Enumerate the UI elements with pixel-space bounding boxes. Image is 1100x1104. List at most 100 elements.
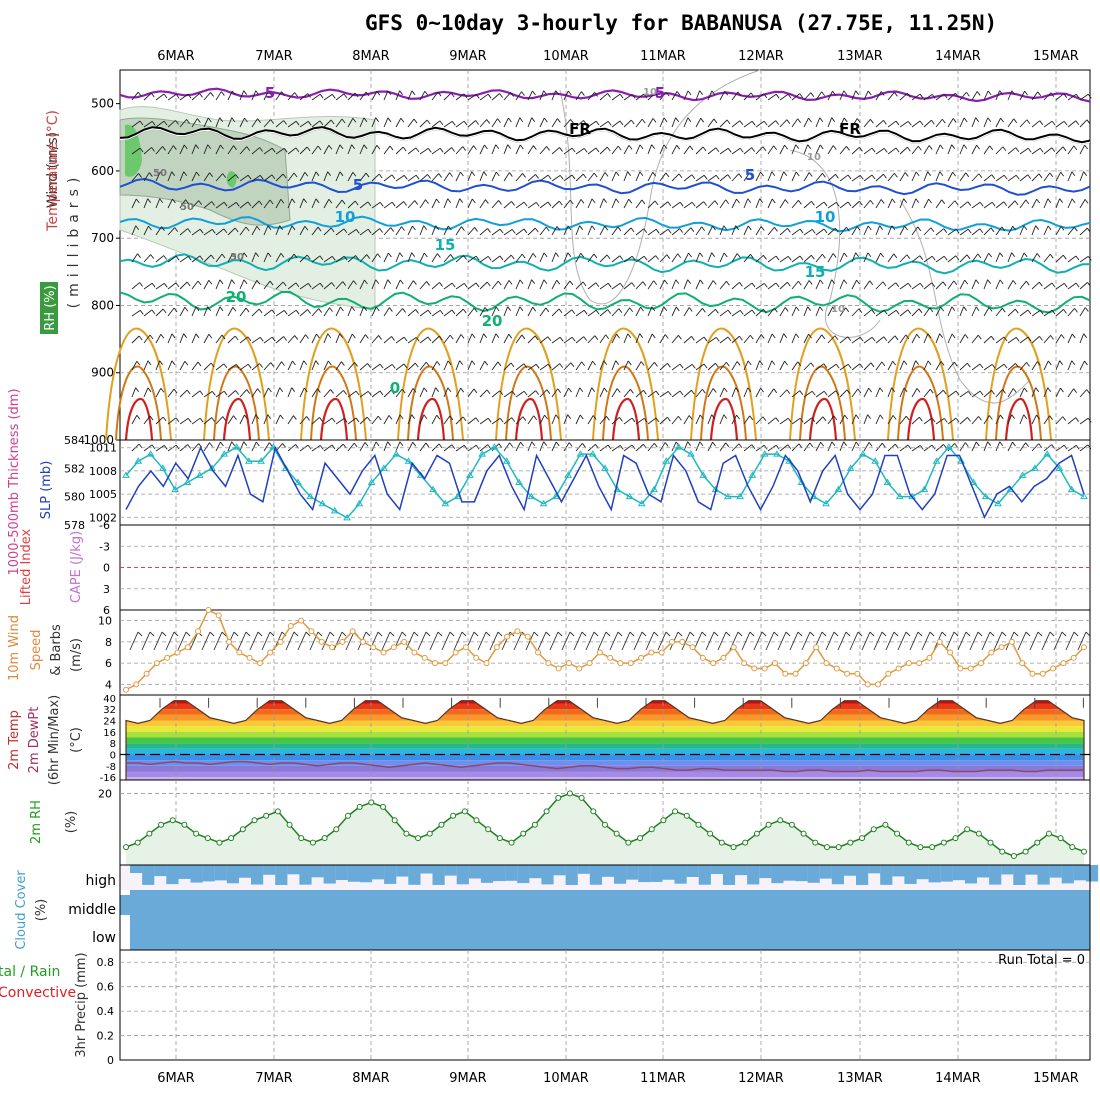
wind-barb bbox=[635, 281, 644, 290]
wind10-point bbox=[720, 654, 727, 661]
wind-barb-flag bbox=[797, 118, 802, 124]
wind-barb-flag bbox=[211, 391, 216, 396]
wind-barb-flag bbox=[391, 364, 396, 369]
wind-barb bbox=[851, 336, 861, 344]
wind-barb bbox=[851, 118, 858, 128]
bottom-date-label: 14MAR bbox=[935, 1071, 981, 1086]
isotherm-35-loop bbox=[906, 397, 936, 441]
thickness-point bbox=[859, 450, 867, 457]
wind-barb-flag bbox=[295, 309, 300, 315]
wind-barb-flag bbox=[219, 306, 224, 312]
wind-barb bbox=[971, 306, 977, 317]
wind-barb bbox=[599, 387, 605, 398]
wind-barb bbox=[419, 174, 428, 182]
wind-barb-flag bbox=[677, 416, 682, 421]
li-ytick: 3 bbox=[103, 583, 110, 596]
wind-barb bbox=[563, 119, 571, 128]
rh-point bbox=[882, 821, 889, 828]
wind-barb bbox=[959, 91, 967, 101]
wind-barb-flag bbox=[196, 118, 201, 123]
cloud-high-bar bbox=[892, 865, 905, 877]
thickness-point bbox=[920, 485, 929, 493]
wind-barb bbox=[587, 198, 593, 209]
wind-barb bbox=[923, 307, 931, 317]
wind10-barb-flag bbox=[965, 631, 971, 637]
wind-barb-flag bbox=[943, 228, 948, 233]
wind-barb-flag bbox=[784, 307, 789, 312]
rh-point bbox=[1010, 853, 1017, 860]
wind-barb bbox=[827, 335, 836, 344]
wind-barb bbox=[203, 442, 210, 452]
wind-barb-flag bbox=[281, 361, 285, 366]
wind-barb bbox=[1007, 308, 1016, 317]
wind-barb-flag bbox=[495, 306, 500, 312]
isotherm-30-loop bbox=[700, 365, 747, 441]
wind-barb bbox=[167, 333, 173, 344]
wind-barb bbox=[899, 309, 909, 317]
cloud-high-bar bbox=[287, 865, 300, 875]
wind-barb-flag bbox=[582, 443, 586, 448]
wind-barb-flag bbox=[579, 414, 584, 420]
wind-barb-flag bbox=[775, 445, 780, 450]
wind-barb bbox=[203, 92, 211, 101]
wind-barb bbox=[707, 441, 713, 452]
cloud-high-bar bbox=[698, 865, 711, 885]
rh-point bbox=[637, 835, 644, 842]
wind-barb bbox=[347, 92, 356, 101]
wind-barb bbox=[563, 252, 569, 263]
wind-barb-flag bbox=[199, 228, 204, 234]
cloud-high-bar bbox=[601, 865, 615, 877]
wind10-point bbox=[617, 660, 624, 667]
wind-barb bbox=[647, 171, 654, 182]
wind10-barb-flag bbox=[209, 631, 215, 637]
wind-barb-flag bbox=[1074, 308, 1078, 313]
wind-barb bbox=[371, 279, 377, 290]
wind-barb-flag bbox=[773, 145, 778, 151]
wind-barb bbox=[503, 92, 512, 101]
wind-barb-flag bbox=[919, 93, 924, 99]
wind-barb-flag bbox=[1013, 118, 1018, 124]
wind-barb-flag bbox=[771, 198, 776, 204]
wind-barb bbox=[671, 91, 678, 101]
cloud-high-bar bbox=[1001, 865, 1014, 875]
wind10-barb bbox=[345, 631, 355, 651]
cloud-high-bar bbox=[178, 865, 191, 879]
wind-barb-flag bbox=[402, 146, 407, 152]
wind-barb bbox=[863, 147, 873, 155]
wind-barb-flag bbox=[522, 416, 527, 421]
wind-barb bbox=[875, 414, 881, 425]
wind-barb-flag bbox=[447, 225, 452, 231]
wind-barb bbox=[311, 120, 321, 128]
wind10-barb-flag bbox=[905, 631, 911, 637]
wind-barb bbox=[971, 144, 977, 155]
wind-barb bbox=[791, 361, 799, 371]
wind-barb bbox=[371, 91, 378, 101]
wind-barb-flag bbox=[929, 307, 934, 313]
thickness-point bbox=[883, 478, 892, 485]
wind-barb-flag bbox=[1038, 281, 1043, 287]
wind-barb-flag bbox=[293, 172, 298, 178]
wind-barb-flag bbox=[1037, 91, 1042, 97]
wind-barb-flag bbox=[978, 173, 983, 179]
rh-point bbox=[847, 839, 854, 846]
wind-barb bbox=[779, 389, 788, 398]
isotherm-25-loop bbox=[690, 327, 757, 441]
wind10-point bbox=[885, 670, 892, 677]
wind-barb bbox=[695, 388, 703, 398]
wind-barb-flag bbox=[473, 145, 477, 150]
wind-barb bbox=[299, 360, 305, 371]
wind-barb-flag bbox=[931, 444, 936, 450]
wind-barb-flag bbox=[425, 199, 429, 204]
wind-barb bbox=[275, 336, 284, 344]
wind-barb-flag bbox=[702, 146, 707, 152]
wind-barb bbox=[323, 119, 332, 128]
wind-barb-flag bbox=[1002, 146, 1007, 152]
wind-barb bbox=[527, 227, 536, 236]
wind10-barb-flag bbox=[953, 631, 959, 637]
wind-barb-flag bbox=[583, 148, 588, 153]
wind-barb bbox=[635, 93, 645, 101]
wind-barb bbox=[647, 442, 655, 452]
wind-barb bbox=[539, 279, 545, 290]
thickness-point bbox=[601, 464, 609, 471]
wind-barb bbox=[875, 199, 882, 209]
